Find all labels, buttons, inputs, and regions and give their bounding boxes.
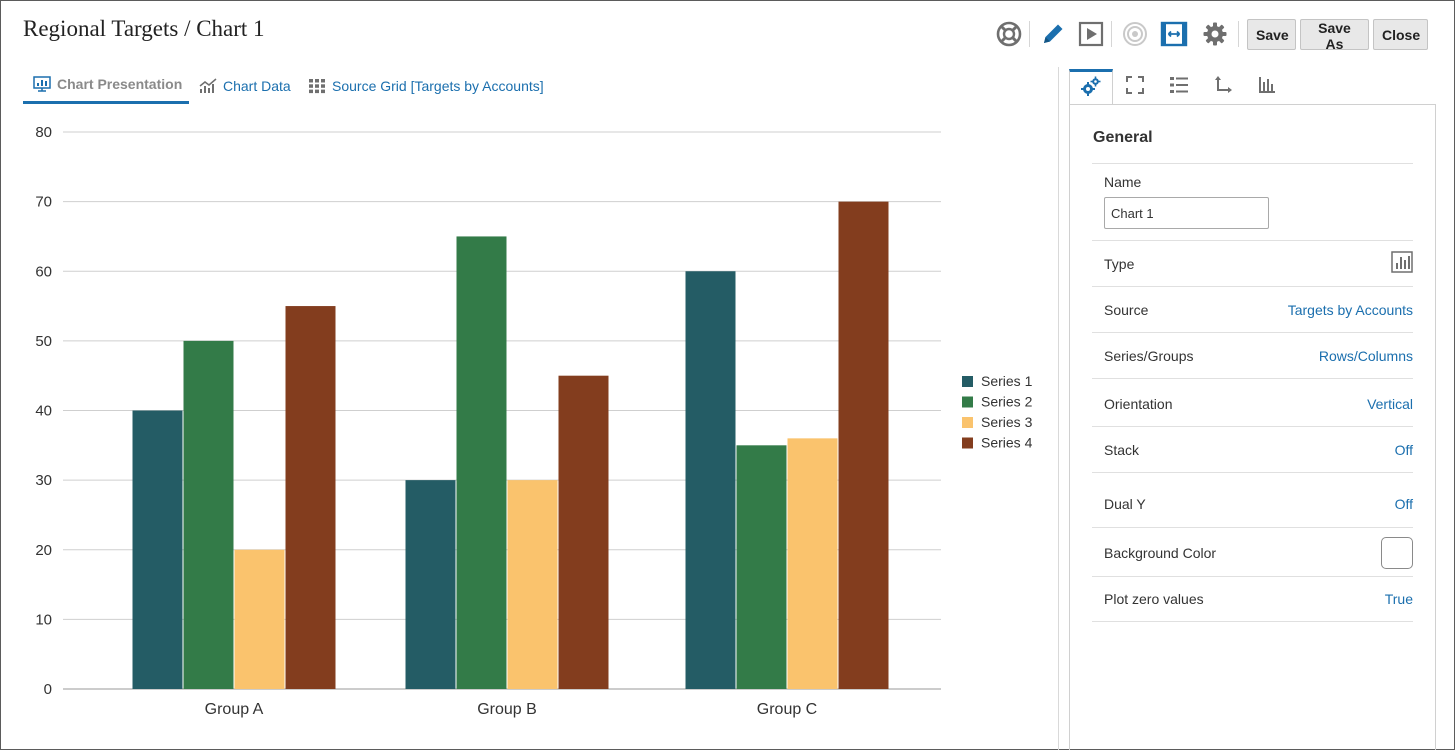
fit-width-icon[interactable]: [1159, 19, 1189, 49]
page-title: Regional Targets / Chart 1: [23, 16, 265, 41]
panel-splitter[interactable]: [1058, 67, 1059, 750]
y-tick-label: 40: [35, 403, 52, 420]
y-tick-label: 20: [35, 542, 52, 559]
source-link[interactable]: Targets by Accounts: [1287, 302, 1413, 318]
tab-chart-data[interactable]: Chart Data: [199, 67, 291, 104]
x-tick-label: Group B: [477, 701, 537, 718]
property-label: Type: [1104, 256, 1135, 272]
orientation-link[interactable]: Vertical: [1367, 396, 1413, 412]
property-label: Background Color: [1104, 545, 1217, 561]
property-row-type: Type: [1092, 240, 1413, 286]
close-button[interactable]: Close: [1373, 19, 1428, 50]
tab-layout[interactable]: [1113, 69, 1157, 105]
chart-presentation-icon: [33, 76, 51, 92]
bar-2-group-b[interactable]: [456, 236, 507, 689]
target-icon: [1120, 19, 1150, 49]
general-tab-icon: [1081, 76, 1101, 101]
bar-4-group-b[interactable]: [558, 375, 609, 689]
x-tick-label: Group C: [757, 701, 817, 718]
tab-label: Source Grid [Targets by Accounts]: [332, 77, 544, 94]
series-groups-link[interactable]: Rows/Columns: [1318, 348, 1413, 364]
tab-label: Chart Presentation: [57, 76, 183, 92]
panel-title: General: [1093, 129, 1153, 146]
properties-tabs: [1069, 69, 1436, 105]
play-icon[interactable]: [1076, 19, 1106, 49]
chart-name-input[interactable]: [1104, 197, 1269, 229]
y-tick-label: 10: [35, 611, 52, 628]
property-row-orientation: Orientation Vertical: [1092, 378, 1413, 426]
property-row-background-color: Background Color: [1092, 527, 1413, 576]
toolbar-separator: [1029, 21, 1030, 47]
bar-1-group-a[interactable]: [132, 410, 183, 690]
tab-chart-presentation[interactable]: Chart Presentation: [23, 67, 189, 104]
bar-1-group-b[interactable]: [405, 480, 456, 689]
bar-4-group-a[interactable]: [285, 306, 336, 689]
legend-label: Series 1: [981, 373, 1033, 389]
legend-swatch: [962, 417, 973, 428]
pencil-icon[interactable]: [1038, 19, 1068, 49]
bar-chart-icon: [1258, 76, 1276, 99]
property-label: Name: [1104, 174, 1142, 190]
property-label: Stack: [1104, 442, 1140, 458]
property-row-stack: Stack Off: [1092, 426, 1413, 472]
properties-panel: General Name Type Source Targets by Acco…: [1069, 104, 1436, 750]
legend-swatch: [962, 437, 973, 449]
y-tick-label: 80: [35, 124, 52, 141]
legend-label: Series 3: [981, 414, 1033, 430]
property-row-dual-y: Dual Y Off: [1092, 472, 1413, 527]
y-tick-label: 30: [35, 472, 52, 489]
property-row-plot-zero: Plot zero values True: [1092, 576, 1413, 622]
property-row-source: Source Targets by Accounts: [1092, 286, 1413, 332]
property-row-name: Name: [1092, 163, 1413, 240]
bar-4-group-c[interactable]: [838, 201, 889, 689]
background-color-swatch[interactable]: [1381, 537, 1413, 569]
tab-label: Chart Data: [223, 77, 291, 94]
axis-icon: [1214, 75, 1232, 99]
property-row-series-groups: Series/Groups Rows/Columns: [1092, 332, 1413, 378]
legend-label: Series 2: [981, 394, 1033, 410]
y-tick-label: 60: [35, 263, 52, 280]
property-label: Orientation: [1104, 396, 1173, 412]
property-label: Series/Groups: [1104, 348, 1194, 364]
bar-2-group-a[interactable]: [183, 340, 234, 689]
legend-label: Series 4: [981, 435, 1033, 451]
bar-3-group-a[interactable]: [234, 549, 285, 689]
tab-general[interactable]: [1069, 69, 1113, 105]
y-tick-label: 70: [35, 194, 52, 211]
stack-toggle[interactable]: Off: [1394, 442, 1413, 458]
tab-axis[interactable]: [1201, 69, 1245, 105]
bar-2-group-c[interactable]: [736, 445, 787, 689]
bar-3-group-c[interactable]: [787, 438, 838, 689]
save-button[interactable]: Save: [1247, 19, 1296, 50]
fullscreen-icon: [1126, 75, 1144, 99]
bar-1-group-c[interactable]: [685, 271, 736, 689]
property-label: Plot zero values: [1104, 591, 1204, 607]
toolbar-separator: [1111, 21, 1112, 47]
plot-zero-toggle[interactable]: True: [1384, 591, 1413, 607]
tab-series[interactable]: [1245, 69, 1289, 105]
chart-data-icon: [199, 77, 217, 94]
gear-icon[interactable]: [1200, 19, 1230, 49]
chart-type-icon[interactable]: [1391, 251, 1413, 276]
y-tick-label: 50: [35, 333, 52, 350]
y-tick-label: 0: [44, 681, 52, 698]
property-label: Source: [1104, 302, 1149, 318]
toolbar-separator: [1238, 21, 1239, 47]
property-label: Dual Y: [1104, 496, 1146, 512]
bar-3-group-b[interactable]: [507, 480, 558, 689]
tab-legend[interactable]: [1157, 69, 1201, 105]
grid-icon: [308, 78, 326, 94]
x-tick-label: Group A: [205, 701, 264, 718]
legend-list-icon: [1169, 76, 1189, 99]
legend-swatch: [962, 396, 973, 408]
dual-y-toggle[interactable]: Off: [1394, 496, 1413, 512]
tab-source-grid[interactable]: Source Grid [Targets by Accounts]: [308, 67, 544, 104]
save-as-button[interactable]: Save As: [1300, 19, 1369, 52]
lifebuoy-icon[interactable]: [994, 19, 1024, 49]
legend-swatch: [962, 376, 973, 387]
